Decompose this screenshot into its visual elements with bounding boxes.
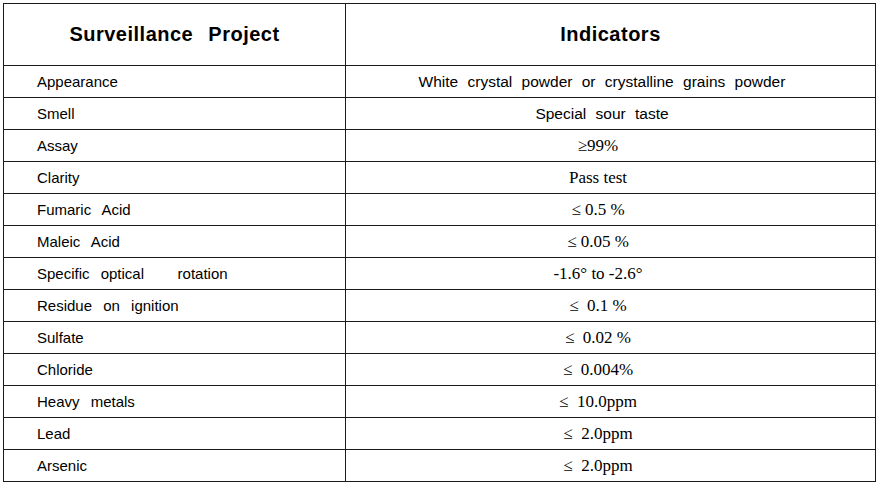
table-row: Specific optical rotation -1.6° to -2.6° <box>4 258 876 290</box>
indicator-cell: ≤ 0.004% <box>346 354 876 386</box>
column-header-indicators: Indicators <box>346 4 876 66</box>
table-row: Clarity Pass test <box>4 162 876 194</box>
table-row: Heavy metals ≤ 10.0ppm <box>4 386 876 418</box>
table-row: Appearance White crystal powder or cryst… <box>4 66 876 98</box>
table-row: Arsenic ≤ 2.0ppm <box>4 450 876 482</box>
project-cell: Specific optical rotation <box>4 258 346 290</box>
table-row: Residue on ignition ≤ 0.1 % <box>4 290 876 322</box>
table-row: Assay ≥99% <box>4 130 876 162</box>
project-cell: Sulfate <box>4 322 346 354</box>
indicator-cell: White crystal powder or crystalline grai… <box>346 66 876 98</box>
indicator-cell: -1.6° to -2.6° <box>346 258 876 290</box>
table-row: Maleic Acid ≤ 0.05 % <box>4 226 876 258</box>
indicator-cell: ≤ 10.0ppm <box>346 386 876 418</box>
table-row: Lead ≤ 2.0ppm <box>4 418 876 450</box>
column-header-surveillance-project: Surveillance Project <box>4 4 346 66</box>
project-cell: Residue on ignition <box>4 290 346 322</box>
spec-table: Surveillance Project Indicators Appearan… <box>3 3 876 482</box>
table-row: Sulfate ≤ 0.02 % <box>4 322 876 354</box>
project-cell: Clarity <box>4 162 346 194</box>
project-cell: Smell <box>4 98 346 130</box>
project-cell: Heavy metals <box>4 386 346 418</box>
indicator-cell: ≤ 2.0ppm <box>346 418 876 450</box>
table-row: Smell Special sour taste <box>4 98 876 130</box>
indicator-cell: ≤ 0.1 % <box>346 290 876 322</box>
table-row: Chloride ≤ 0.004% <box>4 354 876 386</box>
table-row: Fumaric Acid ≤ 0.5 % <box>4 194 876 226</box>
indicator-cell: Pass test <box>346 162 876 194</box>
table-header-row: Surveillance Project Indicators <box>4 4 876 66</box>
indicator-cell: ≤ 2.0ppm <box>346 450 876 482</box>
project-cell: Lead <box>4 418 346 450</box>
spec-sheet: Surveillance Project Indicators Appearan… <box>0 0 877 487</box>
project-cell: Fumaric Acid <box>4 194 346 226</box>
project-cell: Maleic Acid <box>4 226 346 258</box>
project-cell: Assay <box>4 130 346 162</box>
indicator-cell: ≤ 0.02 % <box>346 322 876 354</box>
project-cell: Arsenic <box>4 450 346 482</box>
project-cell: Chloride <box>4 354 346 386</box>
indicator-cell: ≤ 0.05 % <box>346 226 876 258</box>
indicator-cell: ≥99% <box>346 130 876 162</box>
indicator-cell: Special sour taste <box>346 98 876 130</box>
project-cell: Appearance <box>4 66 346 98</box>
indicator-cell: ≤ 0.5 % <box>346 194 876 226</box>
